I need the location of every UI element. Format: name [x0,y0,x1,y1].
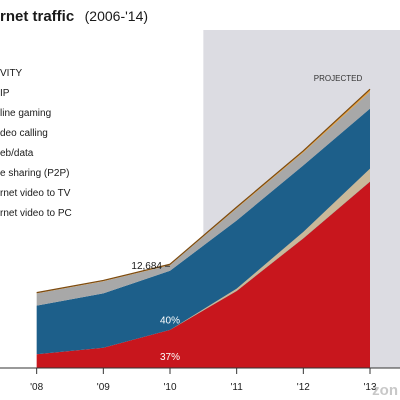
area-series-1 [36,108,371,355]
total-line [36,88,371,294]
annotation-share: 40% [160,315,180,326]
legend-item: deo calling [0,128,48,139]
annotation-total: 12,684 [131,261,162,272]
legend-item: VITY [0,68,23,79]
legend-item: IP [0,88,10,99]
legend-item: e sharing (P2P) [0,168,70,179]
legend-item: eb/data [0,148,34,159]
x-tick-label: '09 [97,382,110,393]
legend-item: rnet video to TV [0,188,71,199]
area-series-0 [36,181,371,368]
annotation-layer: 12,684 40% 37% [131,261,180,363]
chart-title: rnet traffic [0,8,75,25]
area-layers [36,88,371,368]
legend-item: rnet video to PC [0,208,72,219]
x-tick-label: '13 [363,382,376,393]
watermark: zon [372,382,398,399]
x-tick-label: '11 [231,382,244,393]
legend: VITY IP line gaming deo calling eb/data … [0,64,72,224]
x-tick-label: '08 [30,382,43,393]
chart-subtitle: (2006-'14) [84,8,149,24]
title-bar: rnet traffic (2006-'14) [0,8,148,26]
annotation-share: 37% [160,352,180,363]
projected-label: PROJECTED [314,74,363,83]
x-axis-ticks: '08 '09 '10 '11 '12 '13 [30,368,377,393]
legend-item: line gaming [0,108,52,119]
x-tick-label: '10 [163,382,176,393]
x-tick-label: '12 [297,382,310,393]
